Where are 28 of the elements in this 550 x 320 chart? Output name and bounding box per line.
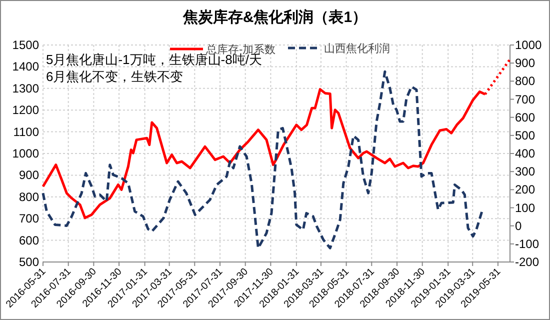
y2-tick-label: 400 <box>515 146 536 160</box>
y-tick-label: 700 <box>18 212 40 226</box>
y2-tick-label: -100 <box>515 236 540 251</box>
y-tick-label: 600 <box>18 233 40 248</box>
y-tick-label: 500 <box>18 255 40 269</box>
y2-tick-label: 500 <box>515 128 536 142</box>
legend-label: 山西焦化利润 <box>324 42 390 55</box>
y-tick-label: 1400 <box>12 60 40 74</box>
y2-tick-label: 600 <box>515 110 536 124</box>
y2-tick-label: 300 <box>515 164 536 179</box>
annotation: 6月焦化不变，生铁不变 <box>46 69 184 84</box>
y2-tick-label: 0 <box>515 218 522 233</box>
y-tick-label: 900 <box>18 168 40 182</box>
y2-tick-label: 1000 <box>515 38 542 52</box>
y2-tick-label: 800 <box>515 74 536 88</box>
y2-tick-label: 700 <box>515 92 536 106</box>
y-tick-label: 1100 <box>13 124 40 139</box>
y-tick-label: 1500 <box>12 38 40 52</box>
chart-title: 焦炭库存&焦化利润（表1） <box>182 8 368 26</box>
y-tick-label: 1000 <box>12 146 40 160</box>
y2-tick-label: -200 <box>515 255 540 269</box>
y2-tick-label: 100 <box>515 200 536 215</box>
y-tick-label: 1200 <box>12 103 40 118</box>
y-tick-label: 1300 <box>12 81 40 96</box>
y2-tick-label: 200 <box>515 182 536 197</box>
y-tick-label: 800 <box>18 190 40 204</box>
y2-tick-label: 900 <box>515 56 536 70</box>
line-series <box>42 70 484 250</box>
